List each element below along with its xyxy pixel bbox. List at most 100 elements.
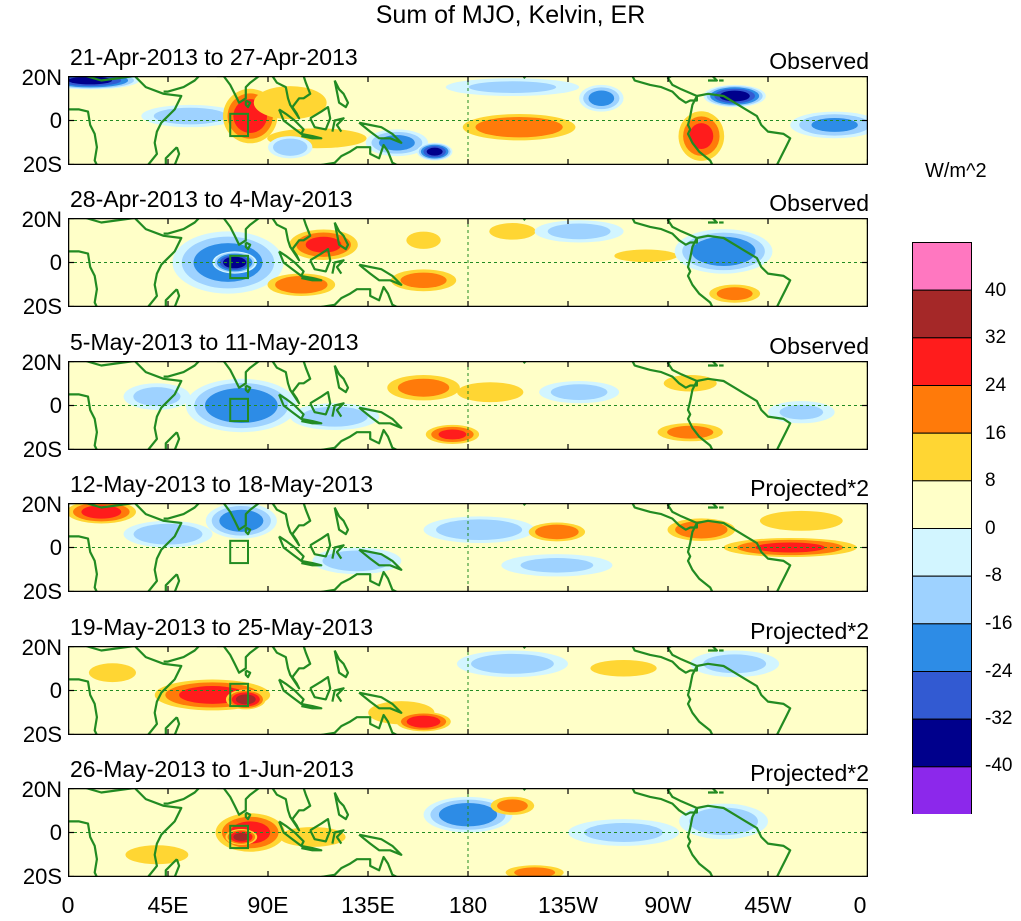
- coastline: [333, 222, 350, 251]
- anomaly-contour: [667, 425, 714, 439]
- coastline: [68, 646, 183, 735]
- index-box: [229, 397, 250, 423]
- coastline: [701, 503, 718, 509]
- colorbar-segment: [912, 242, 972, 291]
- y-label-eq: 0: [49, 820, 62, 845]
- anomaly-contour: [475, 116, 563, 138]
- colorbar-segment: [912, 623, 972, 673]
- colorbar-segment: [912, 480, 972, 529]
- anomaly-contour: [235, 694, 256, 705]
- coastline: [163, 218, 200, 235]
- index-box: [229, 824, 250, 850]
- anomaly-contour: [590, 659, 657, 677]
- anomaly-contour: [675, 520, 728, 539]
- index-box: [229, 539, 250, 565]
- coastline: [301, 417, 323, 425]
- anomaly-contour: [273, 138, 308, 156]
- coastlines: [68, 503, 792, 592]
- coastline: [271, 76, 312, 120]
- map-panel-5: [68, 646, 868, 735]
- anomaly-contour: [497, 799, 528, 813]
- coastline: [696, 519, 792, 592]
- coastline: [244, 811, 252, 821]
- anomaly-contour: [588, 90, 615, 106]
- coastline: [216, 646, 260, 674]
- coastline: [216, 503, 260, 531]
- coastline: [686, 522, 714, 592]
- x-label-135w: 135W: [537, 892, 599, 918]
- coastline: [358, 833, 403, 856]
- colorbar-label-24: 24: [985, 375, 1007, 396]
- coastline: [278, 678, 305, 705]
- coastline: [216, 361, 260, 389]
- colorbar-label-0: 0: [985, 518, 996, 539]
- y-label-20s: 20S: [22, 437, 62, 462]
- anomaly-contour: [233, 832, 250, 841]
- coastline: [271, 788, 312, 832]
- coastline: [68, 678, 98, 735]
- x-label-180: 180: [448, 892, 488, 918]
- coastline: [321, 428, 398, 450]
- coastline: [68, 218, 183, 307]
- coastline: [631, 76, 698, 104]
- coastline: [244, 526, 252, 536]
- coastline: [164, 431, 181, 450]
- anomaly-contour: [691, 236, 756, 266]
- colorbar-label-neg8: -8: [985, 565, 1002, 586]
- coastline: [309, 391, 332, 416]
- coastline: [333, 80, 350, 109]
- colorbar-segment: [912, 289, 972, 339]
- index-box: [229, 682, 250, 708]
- panel-5-type: Projected*2: [750, 618, 869, 644]
- coastline: [333, 792, 350, 821]
- colorbar-segment: [912, 337, 972, 387]
- anomaly-contour: [457, 382, 524, 403]
- panel-2-type: Observed: [769, 190, 869, 216]
- anomaly-contour: [68, 76, 113, 85]
- coastline: [244, 99, 252, 109]
- figure-title: Sum of MJO, Kelvin, ER: [375, 1, 646, 29]
- coastline: [631, 646, 698, 674]
- coastline: [309, 106, 332, 131]
- colorbar: [912, 242, 972, 814]
- anomaly-contour: [471, 653, 554, 674]
- coastline: [321, 713, 398, 735]
- anomaly-field: [125, 796, 768, 877]
- panel-1-type: Observed: [769, 48, 869, 74]
- x-label-45w: 45W: [744, 892, 792, 918]
- colorbar-label-neg16: -16: [985, 613, 1013, 634]
- y-label-eq: 0: [49, 108, 62, 133]
- colorbar-label-16: 16: [985, 423, 1007, 444]
- coastline: [164, 716, 181, 735]
- coastline: [696, 804, 792, 877]
- x-label-90e: 90E: [247, 892, 289, 918]
- coastline: [68, 250, 98, 307]
- coastline: [271, 646, 312, 690]
- coastline: [301, 702, 323, 710]
- colorbar-label-32: 32: [985, 327, 1007, 348]
- anomaly-contour: [400, 272, 447, 289]
- coastline: [321, 285, 398, 307]
- y-label-eq: 0: [49, 250, 62, 275]
- colorbar-label-neg40: -40: [985, 755, 1013, 776]
- anomaly-contour: [514, 867, 556, 877]
- anomaly-contour: [811, 117, 858, 132]
- coastlines: [68, 646, 792, 735]
- coastline: [358, 406, 403, 429]
- panel-2-date-range: 28-Apr-2013 to 4-May-2013: [70, 186, 353, 212]
- anomaly-contour: [406, 715, 441, 728]
- anomaly-contour: [88, 663, 137, 683]
- y-label-20n: 20N: [21, 207, 62, 232]
- coastline: [163, 361, 200, 378]
- map-panel-1: [68, 76, 868, 165]
- coastline: [68, 108, 98, 165]
- anomaly-contour: [397, 378, 450, 397]
- coastline: [244, 241, 252, 251]
- coastline: [696, 234, 792, 307]
- coastline: [686, 380, 714, 450]
- coastline: [631, 218, 698, 246]
- panel-4-type: Projected*2: [750, 475, 869, 501]
- coastline: [301, 132, 323, 140]
- map-panel-3: [68, 361, 868, 450]
- y-label-20s: 20S: [22, 294, 62, 319]
